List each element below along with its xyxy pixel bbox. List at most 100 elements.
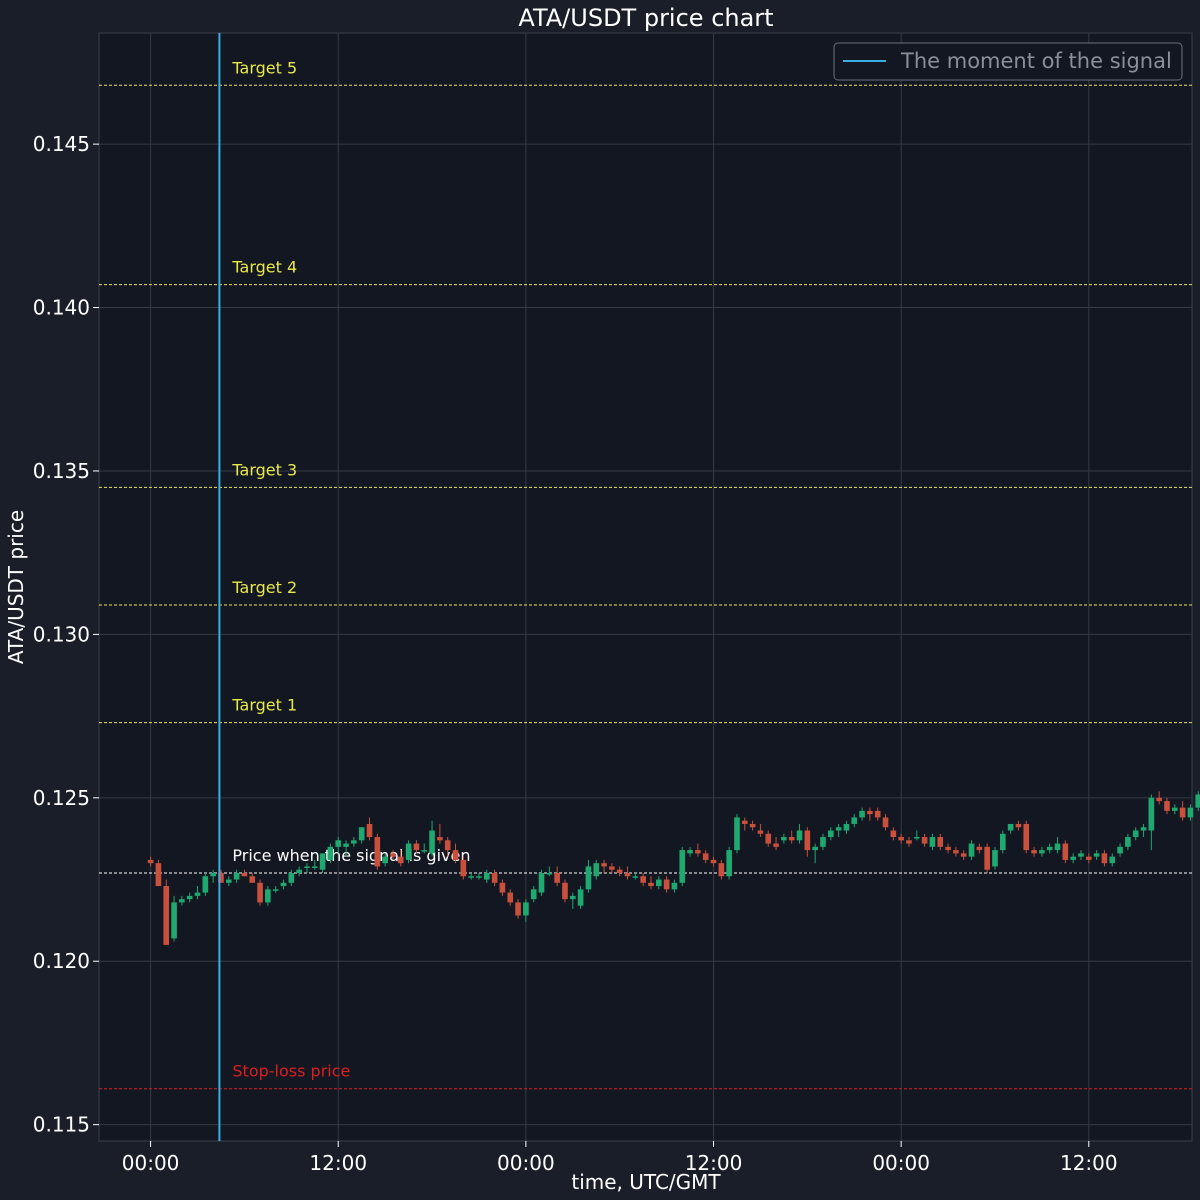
candle-body: [640, 876, 646, 883]
candle-body: [655, 879, 662, 887]
candle-body: [913, 837, 920, 839]
candle-body: [921, 837, 928, 844]
y-axis-ticks: 0.115 0.120 0.125 0.130 0.135 0.140 0.145: [33, 132, 99, 1137]
candle-body: [1039, 850, 1045, 854]
candle-body: [186, 895, 193, 900]
candle-body: [968, 843, 975, 857]
candle-body: [726, 850, 732, 877]
candle-body: [483, 872, 490, 880]
candle-body: [671, 882, 678, 890]
x-tick-label: 00:00: [872, 1151, 930, 1175]
candle-body: [538, 872, 545, 893]
candle-body: [827, 830, 834, 838]
candle-body: [804, 830, 811, 851]
candle-body: [945, 846, 951, 851]
candle-body: [624, 872, 631, 877]
level-label: Stop-loss price: [232, 1062, 350, 1081]
level-label: Target 5: [231, 58, 297, 77]
candle-body: [358, 827, 365, 841]
candle-body: [1171, 807, 1178, 811]
candle-body: [577, 889, 584, 906]
level-label: Target 4: [231, 258, 297, 277]
candle-body: [859, 810, 865, 818]
y-tick-label: 0.135: [33, 459, 90, 483]
candle-body: [554, 872, 560, 883]
candle-body: [460, 859, 467, 877]
candle-body: [812, 846, 818, 851]
candle-body: [906, 840, 912, 844]
chart-title: ATA/USDT price chart: [518, 4, 773, 32]
candle-body: [296, 869, 302, 873]
candle-body: [984, 846, 990, 870]
candle-body: [327, 846, 334, 860]
candle-body: [523, 902, 529, 916]
candle-body: [1031, 850, 1037, 854]
candle-body: [390, 853, 396, 857]
candle-body: [679, 850, 686, 883]
candle-body: [179, 899, 185, 903]
candle-body: [593, 863, 600, 877]
candle-body: [695, 850, 701, 854]
legend-signal-label: The moment of the signal: [900, 49, 1172, 73]
candle-body: [781, 837, 787, 841]
candle-body: [437, 837, 443, 841]
y-tick-label: 0.145: [33, 132, 90, 156]
plot-area: [98, 32, 1193, 1142]
x-tick-label: 12:00: [309, 1151, 367, 1175]
candle-body: [194, 892, 201, 896]
candle-body: [976, 846, 983, 851]
legend: The moment of the signal: [833, 42, 1183, 81]
candle-body: [749, 823, 756, 828]
candle-body: [1062, 843, 1069, 860]
candle-body: [468, 876, 474, 878]
candle-body: [929, 837, 936, 847]
candle-body: [569, 895, 576, 900]
candle-body: [1164, 801, 1170, 811]
candle-body: [1109, 856, 1116, 864]
candle-body: [1125, 837, 1131, 847]
candle-body: [710, 859, 717, 864]
candle-body: [429, 830, 435, 854]
y-tick-label: 0.115: [33, 1113, 90, 1137]
candle-body: [1085, 856, 1092, 860]
candle-body: [343, 843, 349, 847]
candle-body: [546, 872, 553, 875]
candle-body: [1156, 797, 1162, 802]
candle-body: [280, 882, 287, 887]
x-axis-ticks: 00:00 12:00 00:00 12:00 00:00 12:00: [122, 1141, 1118, 1175]
level-label: Target 3: [231, 460, 297, 479]
candle-body: [953, 850, 959, 854]
level-lines: Target 5 Target 4 Target 3 Target 2 Target 1…: [99, 58, 1192, 1090]
y-tick-label: 0.130: [33, 622, 90, 646]
candle-body: [265, 889, 271, 903]
x-tick-label: 00:00: [497, 1151, 555, 1175]
candle-body: [867, 810, 873, 815]
y-tick-label: 0.125: [33, 786, 90, 810]
candle-body: [452, 850, 459, 860]
candle-body: [444, 840, 451, 851]
candle-body: [687, 850, 693, 854]
candle-body: [335, 840, 342, 847]
candle-body: [1054, 843, 1061, 851]
candle-body: [1148, 797, 1155, 831]
level-label: Target 2: [231, 578, 297, 597]
candle-body: [272, 889, 279, 891]
candle-body: [491, 872, 498, 883]
candle-body: [937, 837, 944, 847]
candle-body: [1093, 853, 1100, 857]
candle-body: [1023, 823, 1030, 851]
candle-body: [718, 863, 725, 877]
candles: [147, 791, 1200, 945]
candle-body: [241, 872, 248, 877]
candle-body: [960, 853, 967, 857]
candle-body: [992, 850, 998, 867]
candle-body: [218, 872, 224, 883]
candle-body: [319, 853, 326, 870]
candle-body: [1179, 807, 1186, 818]
candle-body: [421, 850, 428, 852]
candle-body: [147, 859, 154, 864]
x-tick-label: 12:00: [685, 1151, 743, 1175]
candle-body: [1187, 807, 1194, 818]
candle-body: [507, 892, 514, 903]
